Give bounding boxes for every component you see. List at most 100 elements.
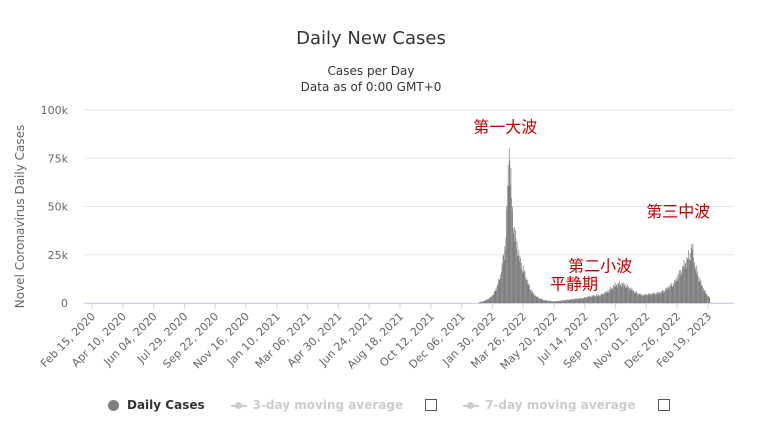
bar (699, 281, 701, 303)
legend-item-3-day-average[interactable]: 3-day moving average (230, 398, 438, 412)
bar (585, 296, 587, 303)
bar (698, 277, 700, 303)
bar (671, 287, 673, 303)
bar (555, 301, 557, 303)
bar (483, 301, 485, 303)
bar (529, 289, 531, 303)
bar (503, 254, 505, 303)
bar (659, 291, 660, 303)
bar (647, 294, 648, 303)
bar (568, 299, 570, 303)
bar (610, 287, 611, 303)
toggle-3-day-checkbox[interactable] (425, 399, 438, 411)
bar (486, 299, 488, 303)
bar (521, 262, 522, 303)
bar (611, 288, 613, 303)
bar (531, 292, 533, 303)
bar (587, 296, 589, 303)
bar (512, 206, 513, 303)
bar (700, 279, 702, 303)
bar (553, 301, 554, 303)
bar (547, 300, 548, 303)
bar (646, 295, 647, 303)
bar (657, 292, 659, 303)
bar (533, 293, 535, 303)
bar (693, 265, 695, 303)
legend-item-daily-cases[interactable]: Daily Cases (108, 398, 205, 412)
bar (688, 250, 689, 303)
toggle-7-day-checkbox[interactable] (657, 399, 670, 411)
bars-layer (478, 148, 711, 303)
bar (604, 294, 606, 303)
bar (619, 280, 620, 303)
bar (526, 279, 527, 303)
bar (485, 299, 487, 303)
bar (690, 260, 692, 303)
bar (590, 296, 592, 303)
bar (483, 301, 484, 303)
bar (576, 298, 578, 303)
bar (585, 297, 586, 303)
bar (634, 291, 636, 303)
bar (578, 298, 580, 303)
bar (512, 233, 514, 303)
bar (709, 297, 711, 303)
bar (501, 271, 502, 303)
bar (538, 297, 539, 303)
bar (487, 298, 489, 303)
bar (534, 295, 535, 303)
bar (586, 297, 588, 303)
bar (633, 293, 635, 303)
y-tick-label: 50k (48, 201, 69, 214)
bar (656, 292, 657, 303)
bar (629, 290, 631, 303)
bar (608, 289, 610, 303)
bar (583, 296, 585, 303)
bar (540, 298, 542, 303)
bar (689, 252, 691, 303)
bar (674, 280, 675, 303)
bar (617, 287, 618, 303)
bar (492, 295, 493, 303)
bar (642, 294, 643, 303)
bar (496, 286, 498, 303)
bar (622, 282, 624, 303)
bar (532, 292, 534, 303)
bar (545, 300, 547, 303)
bar (613, 285, 614, 303)
bar (488, 298, 490, 303)
bar (515, 230, 516, 303)
bar (541, 299, 543, 303)
bar (582, 298, 583, 303)
bar (596, 294, 597, 303)
bar (597, 295, 599, 303)
bar (533, 294, 534, 303)
bar (541, 298, 543, 303)
bar (502, 266, 503, 303)
bar (692, 244, 694, 303)
bar (645, 294, 646, 303)
legend-label: 7-day moving average (485, 398, 636, 412)
bar (691, 244, 693, 303)
bar (482, 301, 484, 303)
bar (481, 301, 483, 303)
bar (499, 274, 501, 303)
bar (701, 285, 702, 303)
bar (571, 298, 573, 303)
bar (547, 300, 549, 303)
grid-layer (84, 109, 734, 304)
bar (655, 293, 657, 303)
bar (524, 270, 526, 303)
bar (627, 284, 628, 303)
bar (686, 256, 688, 303)
bar (573, 298, 575, 303)
bar (550, 300, 552, 303)
bar (620, 283, 622, 303)
bar (606, 292, 608, 303)
bar (580, 298, 582, 303)
legend-item-7-day-average[interactable]: 7-day moving average (463, 398, 670, 412)
chart-annotation: 第三中波 (646, 202, 710, 221)
bar (508, 186, 510, 303)
bar (657, 291, 659, 303)
bar (584, 297, 586, 303)
